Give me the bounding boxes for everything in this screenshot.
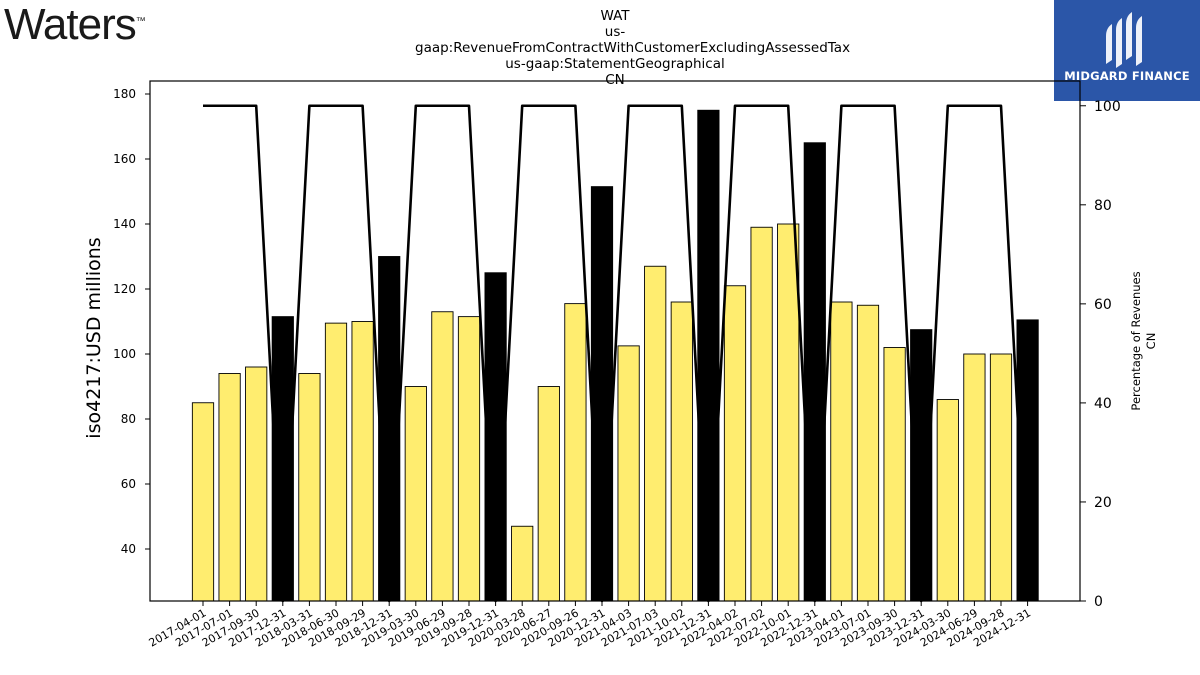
bar-2021-04-03	[617, 345, 640, 602]
y-tick-label: 120	[113, 282, 136, 296]
bar-2019-09-28	[457, 316, 481, 602]
y-tick-label: 160	[113, 152, 136, 166]
bar-2021-07-03	[644, 265, 667, 602]
bar-2023-04-01	[830, 301, 853, 602]
bar-2020-12-31	[590, 186, 614, 602]
bar-2022-04-02	[723, 285, 747, 602]
waters-logo-text: Waters	[4, 0, 137, 49]
y2-axis-label-line1: Percentage of Revenues	[1129, 271, 1143, 410]
y-tick-label: 40	[121, 542, 136, 556]
y2-tick-label: 80	[1094, 198, 1112, 214]
midgard-finance-logo: MIDGARD FINANCE	[1054, 0, 1200, 101]
title-line-region: CN	[605, 72, 625, 88]
y2-tick-label: 60	[1094, 297, 1112, 313]
bar-2017-07-01	[218, 373, 241, 602]
percentage-line	[203, 104, 1029, 603]
bar-2022-07-02	[750, 226, 773, 602]
y2-tick-label: 100	[1094, 99, 1121, 115]
y2-tick-label: 40	[1094, 396, 1112, 412]
bar-2021-10-02	[670, 301, 693, 602]
right-y-axis: 0 20 40 60 80 100	[1080, 99, 1121, 610]
title-line-concept: us-gaap:RevenueFromContractWithCustomerE…	[415, 24, 851, 56]
bar-2017-09-30	[245, 366, 268, 602]
bar-2020-06-27	[537, 386, 560, 602]
x-axis: 2017-04-012017-07-012017-09-302017-12-31…	[147, 601, 1033, 650]
left-y-axis: 40 60 80 100 120 140 160 180	[113, 87, 150, 556]
plot-frame	[149, 80, 1081, 602]
y-tick-label: 180	[113, 87, 136, 101]
bar-2019-03-30	[404, 386, 427, 602]
y-tick-label: 140	[113, 217, 136, 231]
y2-tick-label: 0	[1094, 594, 1103, 610]
bar-2018-12-31	[378, 256, 401, 602]
bar-2022-12-31	[803, 142, 826, 602]
chart-title: WAT us-gaap:RevenueFromContractWithCusto…	[415, 8, 851, 88]
y2-axis-label: Percentage of Revenues CN	[1129, 271, 1158, 410]
bar-2022-10-01	[777, 223, 800, 602]
title-line-ticker: WAT	[600, 8, 630, 24]
bar-2020-03-28	[511, 525, 534, 602]
bar-2019-12-31	[484, 272, 507, 602]
title-line-statement: us-gaap:StatementGeographical	[505, 56, 725, 72]
bar-2024-09-28	[989, 353, 1013, 602]
y-axis-label: iso4217:USD millions	[83, 237, 105, 438]
bar-2023-09-30	[883, 347, 906, 602]
y-tick-label: 80	[121, 412, 136, 426]
bars-layer	[191, 109, 1039, 602]
bar-2018-03-31	[298, 373, 321, 602]
midgard-emblem-icon	[1106, 12, 1142, 68]
bar-2018-09-29	[351, 321, 374, 602]
y-tick-label: 100	[113, 347, 136, 361]
y-tick-label: 60	[121, 477, 136, 491]
bar-2020-09-26	[564, 303, 587, 602]
trademark-symbol: ™	[135, 16, 146, 27]
bar-2023-07-01	[856, 304, 880, 602]
brand-name: MIDGARD FINANCE	[1064, 69, 1190, 83]
bar-2021-12-31	[697, 109, 720, 602]
y2-axis-label-line2: CN	[1144, 333, 1158, 350]
bar-2024-06-29	[963, 353, 986, 602]
bar-2019-06-29	[431, 311, 454, 602]
bar-2018-06-30	[324, 322, 348, 602]
y2-tick-label: 20	[1094, 495, 1112, 511]
bar-2024-03-30	[936, 399, 959, 602]
bar-2017-04-01	[191, 402, 215, 602]
waters-logo: Waters™	[4, 0, 146, 50]
